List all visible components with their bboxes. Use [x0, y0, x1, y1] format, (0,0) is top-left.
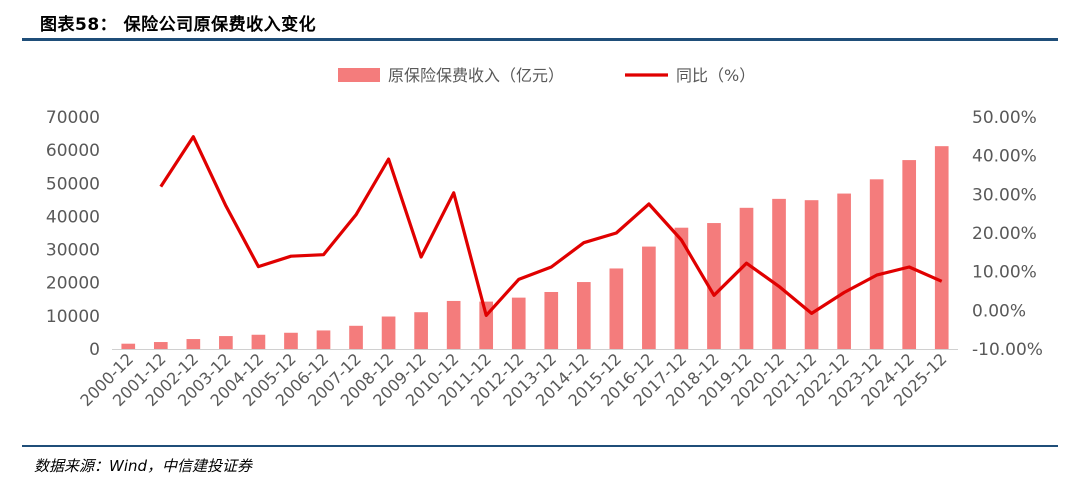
y-right-tick: 50.00%: [972, 108, 1037, 128]
bar: [902, 160, 917, 349]
source-rule: [22, 445, 1058, 447]
y-right-tick: 20.00%: [972, 224, 1037, 244]
bar: [934, 146, 949, 349]
y-left-tick: 60000: [46, 141, 100, 161]
title-rule: [22, 38, 1058, 41]
y-right-tick: 40.00%: [972, 147, 1037, 167]
figure-title: 图表58： 保险公司原保费收入变化: [40, 15, 317, 35]
bar: [642, 246, 656, 349]
y-right-tick: 10.00%: [972, 263, 1037, 283]
bar: [186, 339, 201, 349]
bar: [414, 312, 428, 349]
y-left-tick: 50000: [46, 174, 100, 194]
bar-series: [121, 146, 949, 349]
bar: [804, 200, 819, 349]
bar: [674, 227, 689, 349]
y-left-tick: 30000: [46, 241, 100, 261]
y-left-tick: 0: [89, 340, 100, 360]
y-left-tick: 20000: [46, 274, 100, 294]
bar: [511, 297, 526, 349]
y-left-tick: 10000: [46, 307, 100, 327]
x-axis-labels: 2000-122001-122002-122003-122004-122005-…: [76, 349, 950, 410]
y-left-tick: 70000: [46, 108, 100, 128]
source-note: 数据来源：Wind，中信建投证券: [34, 457, 253, 475]
bar: [869, 179, 884, 349]
bar: [251, 334, 266, 349]
bar: [153, 342, 168, 349]
bar: [349, 325, 363, 349]
bar: [381, 316, 396, 349]
bar: [121, 343, 136, 349]
bar: [284, 332, 298, 349]
legend-bar-swatch: [338, 68, 380, 82]
legend-bar-label: 原保险保费收入（亿元）: [388, 66, 564, 85]
y-axis-left: 0 10000 20000 30000 40000 50000 60000 70000: [46, 108, 100, 360]
bar: [707, 223, 721, 349]
y-right-tick: 30.00%: [972, 185, 1037, 205]
legend-line-label: 同比（%）: [676, 66, 755, 85]
y-right-tick: 0.00%: [972, 301, 1026, 321]
bar: [544, 291, 559, 349]
legend: 原保险保费收入（亿元） 同比（%）: [338, 66, 755, 85]
yoy-line: [159, 135, 943, 317]
bar: [739, 207, 754, 349]
bar: [219, 336, 233, 349]
y-axis-right: -10.00% 0.00% 10.00% 20.00% 30.00% 40.00% 50.0…: [972, 108, 1043, 360]
y-right-tick: -10.00%: [972, 340, 1043, 360]
bar: [446, 300, 461, 349]
bar: [316, 330, 331, 349]
y-left-tick: 40000: [46, 207, 100, 227]
chart: 原保险保费收入（亿元） 同比（%） 0 10000 20000 30000 40000 50…: [46, 66, 1043, 410]
bar: [576, 282, 591, 349]
bar: [772, 198, 786, 349]
bar: [609, 268, 624, 349]
bar: [837, 193, 851, 349]
